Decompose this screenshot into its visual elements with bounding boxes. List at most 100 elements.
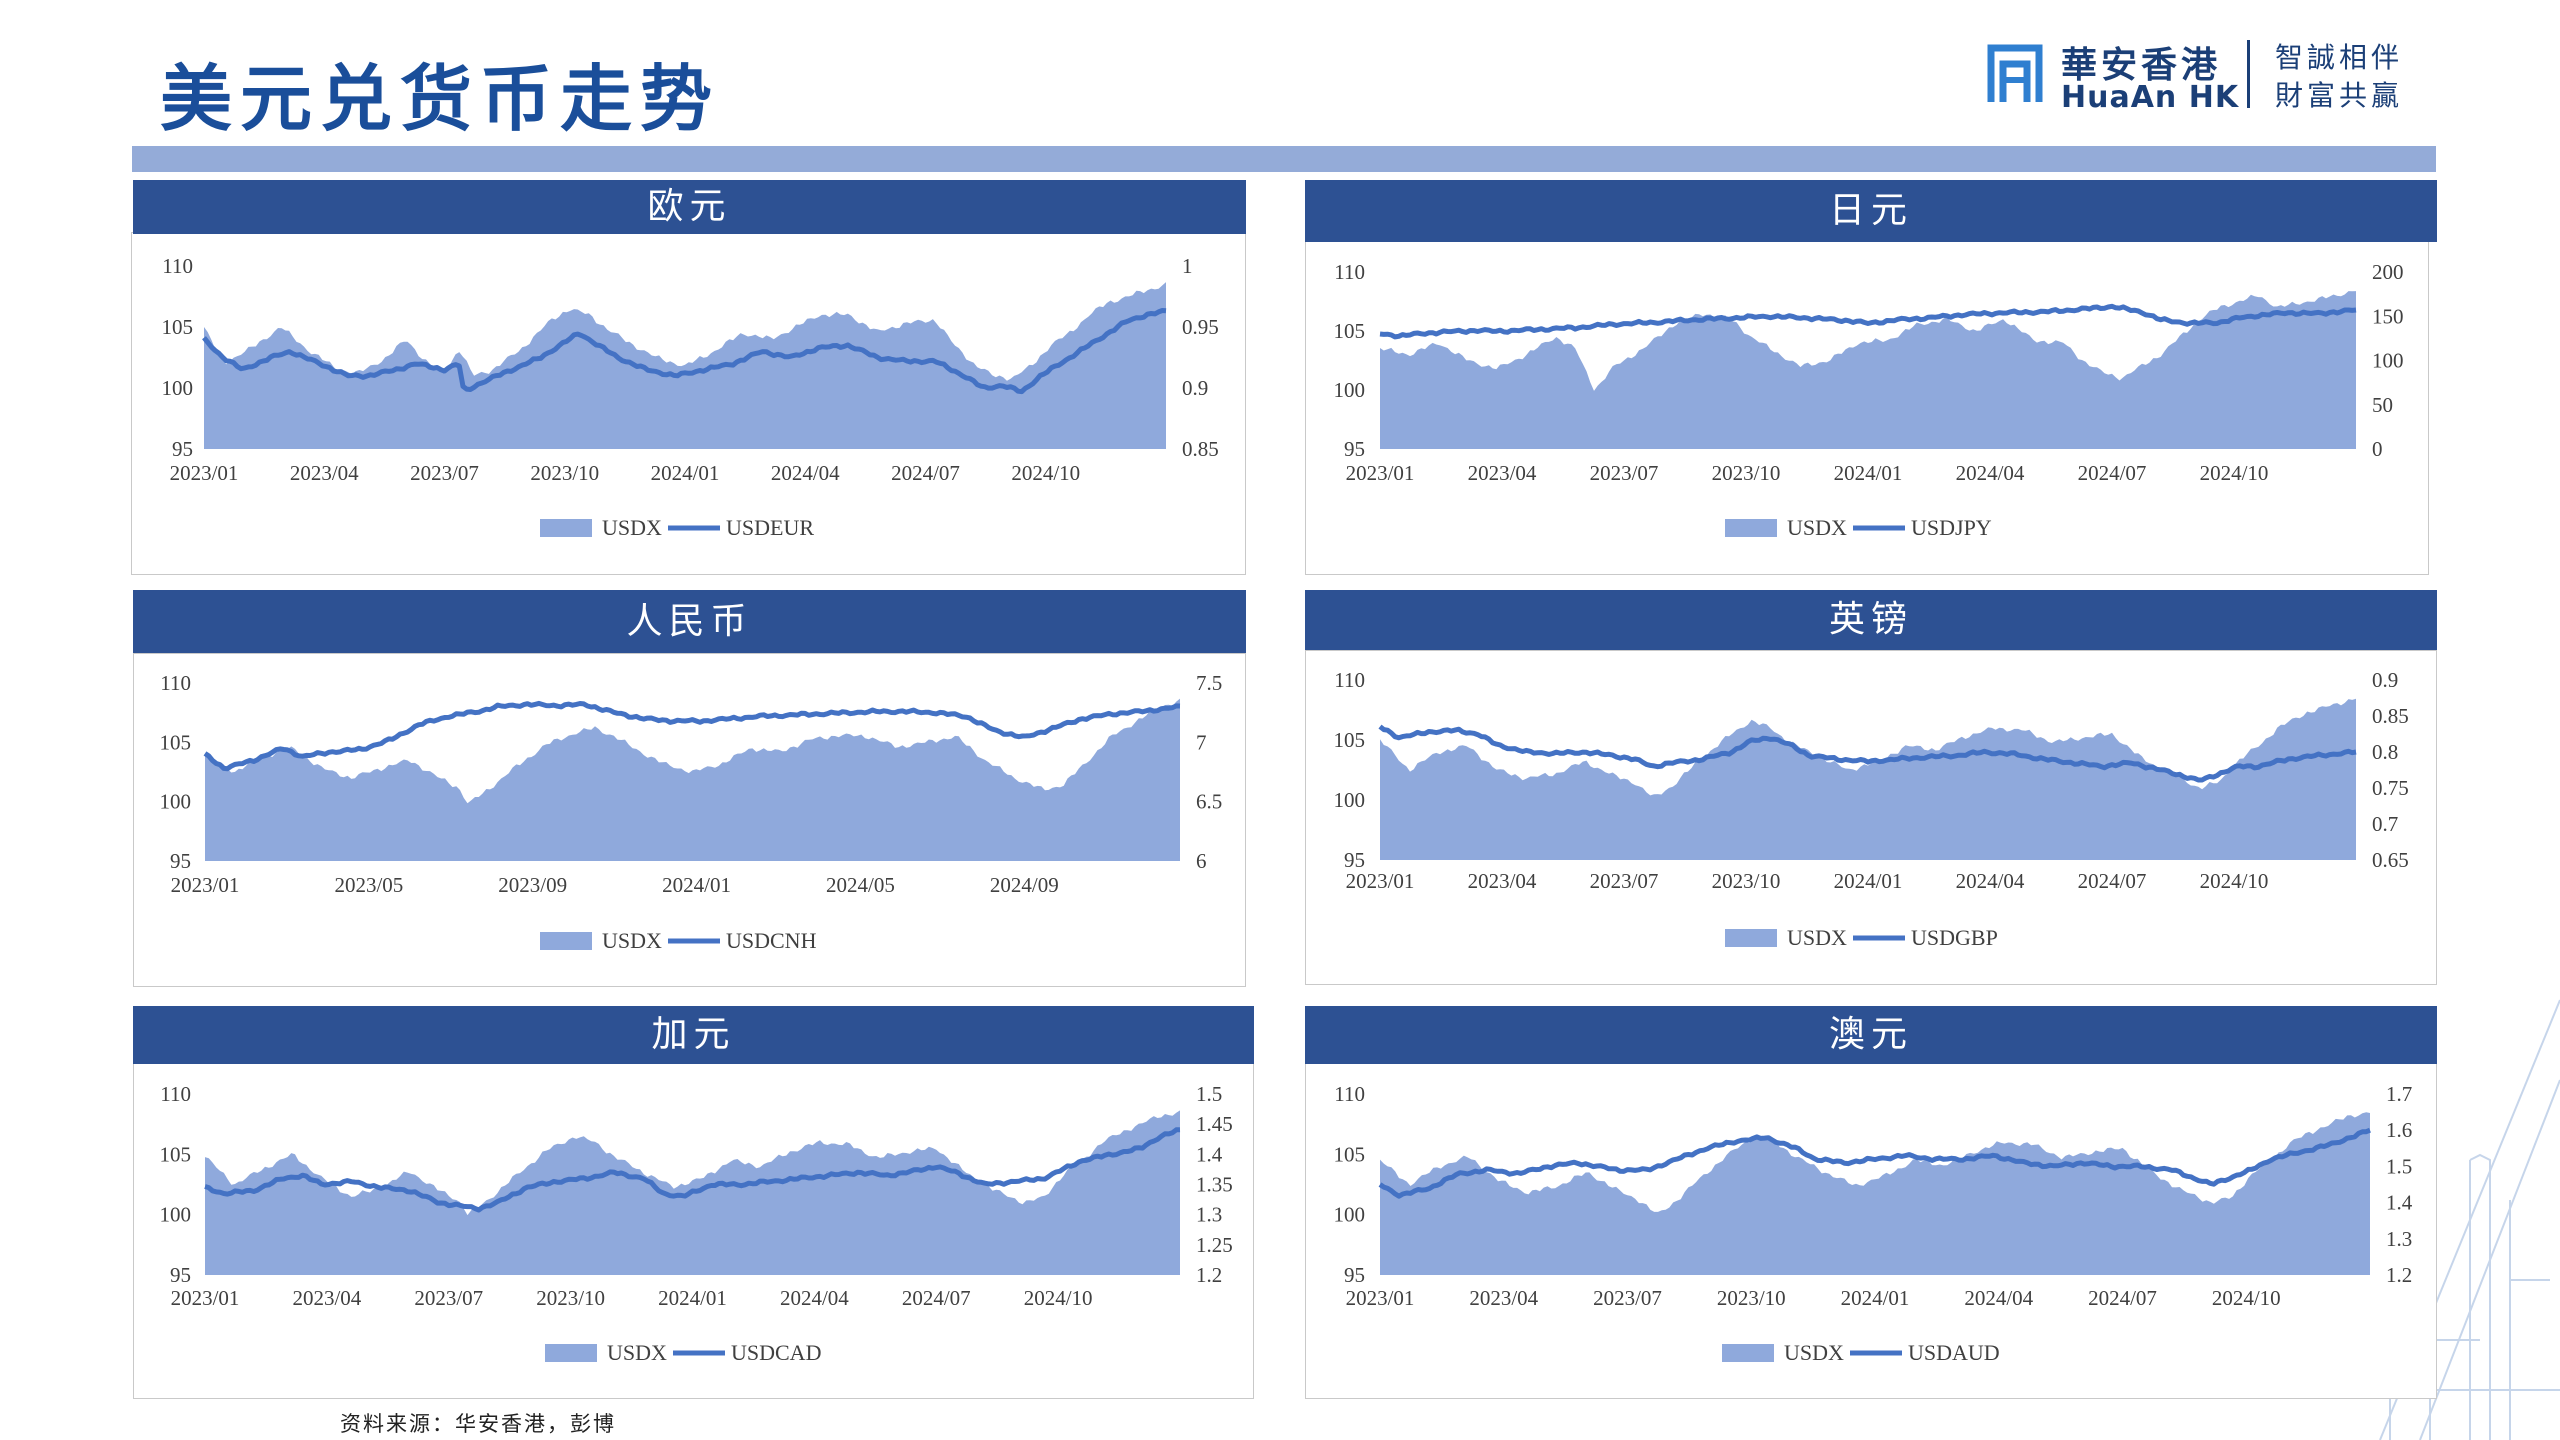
x-tick-label: 2023/04	[292, 1286, 361, 1310]
series-line-usdeur	[202, 308, 1167, 395]
series-area-usdx	[1380, 698, 2356, 860]
series-area-usdx	[1380, 291, 2356, 449]
logo-name-en: HuaAn HK	[2061, 80, 2240, 115]
y-right-tick-label: 0.85	[2372, 704, 2409, 728]
chart-legend: USDX USDAUD	[1722, 1340, 2000, 1365]
x-tick-label: 2024/10	[2200, 869, 2269, 893]
y-right-tick-label: 0	[2372, 437, 2383, 461]
y-left-tick-label: 100	[160, 1203, 192, 1227]
x-tick-label: 2024/07	[2088, 1286, 2157, 1310]
x-tick-label: 2024/01	[1834, 461, 1903, 485]
chart-title-cnh: 人民币	[133, 590, 1246, 653]
chart-legend: USDX USDCNH	[540, 928, 817, 953]
y-right-tick-label: 1.3	[1196, 1203, 1222, 1227]
chart-legend: USDX USDCAD	[545, 1340, 821, 1365]
x-tick-label: 2024/01	[658, 1286, 727, 1310]
y-right-tick-label: 1.2	[1196, 1263, 1222, 1287]
y-right-tick-label: 1.25	[1196, 1233, 1233, 1257]
legend-label-line: USDJPY	[1911, 515, 1992, 540]
y-right-tick-label: 150	[2372, 304, 2404, 328]
y-right-tick-label: 1.5	[2386, 1154, 2412, 1178]
series-line-usdjpy	[1379, 303, 2357, 340]
x-tick-label: 2023/05	[334, 873, 403, 897]
y-right-tick-label: 1.45	[1196, 1112, 1233, 1136]
legend-swatch-area	[1725, 519, 1777, 537]
y-left-tick-label: 100	[1334, 788, 1366, 812]
chart-legend: USDX USDJPY	[1725, 515, 1992, 540]
source-note: 资料来源：华安香港，彭博	[340, 1412, 616, 1436]
x-tick-label: 2024/10	[2200, 461, 2269, 485]
x-tick-label: 2024/01	[662, 873, 731, 897]
y-left-tick-label: 110	[160, 671, 191, 695]
y-right-tick-label: 1.7	[2386, 1082, 2412, 1106]
x-tick-label: 2023/10	[1712, 869, 1781, 893]
y-left-tick-label: 105	[1334, 728, 1366, 752]
x-tick-label: 2024/01	[1834, 869, 1903, 893]
x-tick-label: 2023/01	[1346, 869, 1415, 893]
y-right-tick-label: 6.5	[1196, 790, 1222, 814]
x-tick-label: 2024/05	[826, 873, 895, 897]
y-left-tick-label: 95	[1344, 848, 1365, 872]
x-tick-label: 2024/07	[891, 461, 960, 485]
x-tick-label: 2023/01	[1346, 1286, 1415, 1310]
series-line-usdaud	[1378, 1127, 2371, 1199]
legend-label-line: USDCAD	[731, 1340, 821, 1365]
legend-label-line: USDCNH	[726, 928, 817, 953]
y-left-tick-label: 95	[172, 437, 193, 461]
logo-slogan-line2: 財富共贏	[2275, 79, 2404, 112]
x-tick-label: 2024/09	[990, 873, 1059, 897]
huaan-logo: 華安香港 HuaAn HK 智誠相伴 財富共贏	[1985, 36, 2405, 116]
y-right-tick-label: 100	[2372, 349, 2404, 373]
y-left-tick-label: 95	[1344, 437, 1365, 461]
y-right-tick-label: 1.6	[2386, 1118, 2412, 1142]
x-tick-label: 2024/04	[1956, 461, 2025, 485]
x-tick-label: 2024/01	[1841, 1286, 1910, 1310]
legend-swatch-area	[1725, 929, 1777, 947]
y-left-tick-label: 105	[1334, 1142, 1366, 1166]
legend-label-area: USDX	[602, 928, 662, 953]
y-left-tick-label: 95	[170, 1263, 191, 1287]
y-left-tick-label: 95	[1344, 1263, 1365, 1287]
series-area-usdx	[1380, 1112, 2370, 1275]
y-left-tick-label: 110	[162, 254, 193, 278]
y-right-tick-label: 1.35	[1196, 1173, 1233, 1197]
y-left-tick-label: 110	[1334, 668, 1365, 692]
legend-label-line: USDAUD	[1908, 1340, 2000, 1365]
x-tick-label: 2023/01	[171, 1286, 240, 1310]
legend-label-area: USDX	[1787, 515, 1847, 540]
title-divider-bar	[132, 146, 2436, 172]
y-right-tick-label: 0.8	[2372, 740, 2398, 764]
legend-label-line: USDGBP	[1911, 925, 1998, 950]
y-right-tick-label: 0.9	[1182, 376, 1208, 400]
y-left-tick-label: 100	[162, 376, 194, 400]
logo-divider	[2247, 40, 2250, 108]
y-right-tick-label: 1.4	[1196, 1142, 1223, 1166]
x-tick-label: 2024/07	[2078, 869, 2147, 893]
y-right-tick-label: 0.75	[2372, 776, 2409, 800]
chart-title-aud: 澳元	[1305, 1006, 2437, 1064]
logo-name-cn: 華安香港	[2061, 45, 2222, 86]
x-tick-label: 2024/04	[1956, 869, 2025, 893]
x-tick-label: 2024/10	[1011, 461, 1080, 485]
chart-title-cad: 加元	[133, 1006, 1254, 1064]
x-tick-label: 2023/10	[536, 1286, 605, 1310]
y-right-tick-label: 50	[2372, 393, 2393, 417]
y-right-tick-label: 0.7	[2372, 812, 2398, 836]
y-right-tick-label: 1.3	[2386, 1227, 2412, 1251]
y-left-tick-label: 110	[1334, 260, 1365, 284]
x-tick-label: 2024/07	[902, 1286, 971, 1310]
x-tick-label: 2023/09	[498, 873, 567, 897]
x-tick-label: 2023/04	[1468, 869, 1537, 893]
y-right-tick-label: 7	[1196, 730, 1207, 754]
x-tick-label: 2024/04	[1964, 1286, 2033, 1310]
chart-legend: USDX USDGBP	[1725, 925, 1998, 950]
x-tick-label: 2023/07	[1593, 1286, 1662, 1310]
x-tick-label: 2023/10	[1717, 1286, 1786, 1310]
huaan-logo-mark-icon	[1987, 44, 2043, 102]
y-left-tick-label: 110	[1334, 1082, 1365, 1106]
y-right-tick-label: 1	[1182, 254, 1193, 278]
y-left-tick-label: 95	[170, 849, 191, 873]
x-tick-label: 2024/01	[651, 461, 720, 485]
